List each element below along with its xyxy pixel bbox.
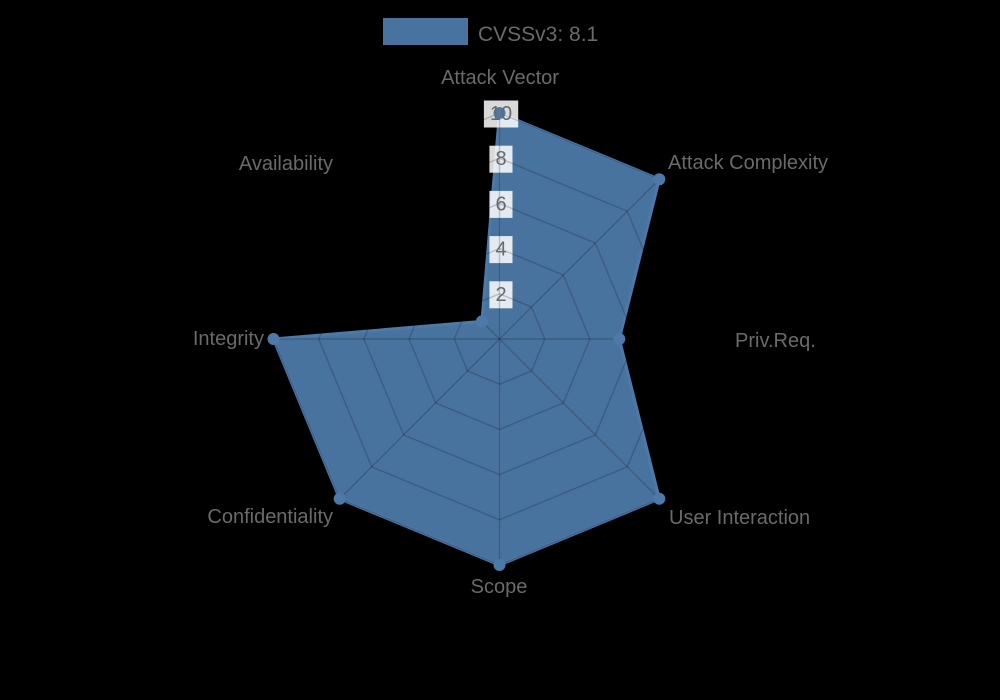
- axis-label-attack-complexity: Attack Complexity: [668, 152, 828, 174]
- tick-backdrop-6: [489, 190, 513, 218]
- data-points-layer: [267, 107, 666, 571]
- axis-label-priv-req-: Priv.Req.: [735, 330, 816, 352]
- angle-line-3: [498, 338, 660, 500]
- legend[interactable]: CVSSv3: 8.1: [383, 18, 598, 46]
- angle-line-1: [498, 178, 660, 340]
- tick-backdrop-4: [489, 236, 513, 264]
- axis-label-confidentiality: Confidentiality: [207, 506, 333, 528]
- data-point-integrity[interactable]: [267, 333, 280, 345]
- axis-label-user-interaction: User Interaction: [669, 507, 810, 529]
- axis-label-scope: Scope: [471, 576, 528, 598]
- tick-label-10: 10: [490, 103, 512, 125]
- axis-label-layer: Attack Vector Attack Complexity Priv.Req. U…: [193, 67, 828, 598]
- axis-label-integrity: Integrity: [193, 328, 264, 350]
- tick-label-6: 6: [495, 193, 506, 215]
- grid-ring-4: [408, 247, 591, 431]
- angle-line-7: [339, 178, 501, 340]
- data-point-availability[interactable]: [475, 315, 488, 328]
- tick-backdrop-layer: [483, 100, 519, 309]
- data-point-user-interaction[interactable]: [653, 492, 666, 505]
- data-point-confidentiality[interactable]: [333, 492, 346, 505]
- axis-label-attack-vector: Attack Vector: [441, 67, 559, 89]
- legend-swatch: [383, 18, 468, 45]
- data-point-priv-req-[interactable]: [613, 333, 626, 345]
- tick-backdrop-2: [489, 281, 513, 309]
- legend-label: CVSSv3: 8.1: [478, 23, 598, 46]
- data-point-attack-complexity[interactable]: [653, 173, 666, 186]
- tick-label-layer: 2 4 6 8 10: [490, 103, 512, 306]
- tick-label-4: 4: [495, 239, 506, 261]
- tick-label-8: 8: [495, 148, 506, 170]
- tick-label-2: 2: [495, 284, 506, 306]
- grid-ring-8: [317, 157, 682, 521]
- tick-backdrop-8: [489, 145, 513, 173]
- data-point-scope[interactable]: [493, 559, 506, 571]
- grid-ring-6: [363, 202, 636, 476]
- data-point-attack-vector[interactable]: [493, 107, 506, 119]
- axis-label-availability: Availability: [239, 153, 333, 175]
- angle-line-5: [339, 338, 501, 500]
- grid-ring-2: [453, 292, 546, 386]
